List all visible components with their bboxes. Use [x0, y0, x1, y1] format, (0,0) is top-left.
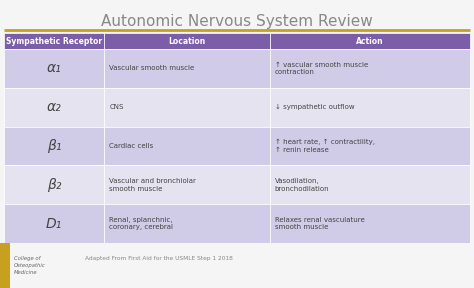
- Bar: [4, 33, 104, 49]
- Text: Relaxes renal vasculature
smooth muscle: Relaxes renal vasculature smooth muscle: [274, 217, 365, 230]
- Text: α₂: α₂: [47, 100, 62, 114]
- Text: Vasodilation,
bronchodilation: Vasodilation, bronchodilation: [274, 178, 329, 192]
- Bar: [4, 204, 104, 243]
- Bar: [104, 33, 270, 49]
- Text: ↑ vascular smooth muscle
contraction: ↑ vascular smooth muscle contraction: [274, 62, 368, 75]
- Bar: [0, 243, 10, 288]
- Text: Location: Location: [168, 37, 206, 46]
- Bar: [270, 88, 470, 127]
- Bar: [104, 165, 270, 204]
- Bar: [104, 127, 270, 165]
- Bar: [4, 127, 104, 165]
- Text: Vascular and bronchiolar
smooth muscle: Vascular and bronchiolar smooth muscle: [109, 178, 196, 192]
- Text: Vascular smooth muscle: Vascular smooth muscle: [109, 65, 194, 71]
- Bar: [104, 49, 270, 88]
- Text: Cardiac cells: Cardiac cells: [109, 143, 154, 149]
- Text: Action: Action: [356, 37, 383, 46]
- Bar: [0, 243, 474, 288]
- Text: CNS: CNS: [109, 104, 124, 110]
- Text: Adapted From First Aid for the USMLE Step 1 2018: Adapted From First Aid for the USMLE Ste…: [85, 256, 233, 261]
- Bar: [270, 165, 470, 204]
- Text: Renal, splanchnic,
coronary, cerebral: Renal, splanchnic, coronary, cerebral: [109, 217, 173, 230]
- Bar: [270, 127, 470, 165]
- Text: D₁: D₁: [46, 217, 62, 231]
- Bar: [4, 49, 104, 88]
- Bar: [4, 165, 104, 204]
- Bar: [270, 204, 470, 243]
- Bar: [4, 88, 104, 127]
- Text: β₁: β₁: [47, 139, 61, 153]
- Bar: [270, 33, 470, 49]
- Bar: [104, 204, 270, 243]
- Bar: [270, 49, 470, 88]
- Text: Sympathetic Receptor: Sympathetic Receptor: [6, 37, 102, 46]
- Text: α₁: α₁: [47, 61, 62, 75]
- Bar: [104, 88, 270, 127]
- Text: ↓ sympathetic outflow: ↓ sympathetic outflow: [274, 104, 354, 110]
- Text: College of
Osteopathic
Medicine: College of Osteopathic Medicine: [14, 256, 46, 274]
- Text: β₂: β₂: [47, 178, 61, 192]
- Text: Autonomic Nervous System Review: Autonomic Nervous System Review: [101, 14, 373, 29]
- Text: ↑ heart rate, ↑ contractility,
↑ renin release: ↑ heart rate, ↑ contractility, ↑ renin r…: [274, 139, 374, 153]
